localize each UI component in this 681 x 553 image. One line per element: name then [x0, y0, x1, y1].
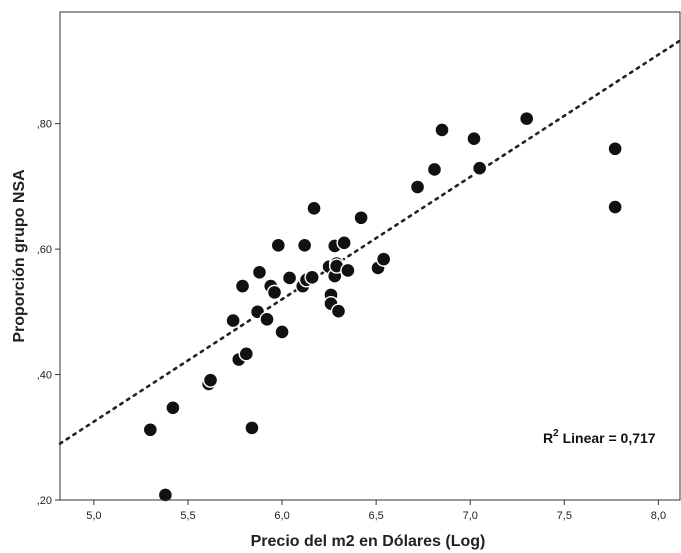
- data-point: [466, 131, 482, 147]
- y-tick-label: ,60: [37, 244, 52, 256]
- x-tick-label: 8,0: [651, 510, 666, 522]
- y-tick-label: ,40: [37, 370, 52, 382]
- data-point: [225, 312, 241, 329]
- data-point: [274, 324, 290, 340]
- data-point: [471, 160, 488, 176]
- x-tick-label: 5,5: [180, 510, 195, 522]
- data-point: [336, 235, 352, 251]
- data-point: [251, 264, 268, 281]
- data-point: [244, 420, 260, 436]
- data-point: [259, 311, 275, 328]
- y-tick-label: ,20: [37, 495, 52, 507]
- data-point: [340, 262, 356, 279]
- x-tick-label: 5,0: [86, 510, 101, 522]
- data-point: [238, 346, 255, 362]
- data-point: [142, 422, 159, 438]
- x-axis-label: Precio del m2 en Dólares (Log): [251, 533, 486, 550]
- x-tick-label: 6,0: [274, 510, 289, 522]
- x-tick-label: 7,5: [557, 510, 572, 522]
- data-point: [266, 284, 283, 301]
- data-point: [353, 210, 369, 226]
- data-point: [306, 200, 322, 217]
- data-point: [157, 487, 174, 503]
- x-tick-label: 6,5: [368, 510, 383, 522]
- data-point: [434, 122, 450, 138]
- fit-line: [58, 38, 681, 445]
- data-point: [304, 269, 320, 286]
- plot-frame: [59, 11, 681, 501]
- data-point: [518, 110, 535, 127]
- data-point: [165, 400, 181, 416]
- data-point: [375, 251, 392, 267]
- data-point: [270, 237, 286, 254]
- data-point: [409, 179, 426, 195]
- data-point: [296, 237, 313, 254]
- r2-annotation: R2 Linear = 0,717: [543, 428, 656, 446]
- data-point: [607, 199, 623, 215]
- y-axis-label: Proporción grupo NSA: [11, 169, 28, 343]
- data-point: [607, 141, 623, 157]
- data-point: [202, 372, 219, 388]
- data-point: [330, 303, 347, 319]
- y-tick-label: ,80: [37, 119, 52, 131]
- data-point: [281, 270, 298, 286]
- x-tick-label: 7,0: [463, 510, 478, 522]
- data-point: [234, 278, 251, 294]
- data-point: [426, 161, 443, 178]
